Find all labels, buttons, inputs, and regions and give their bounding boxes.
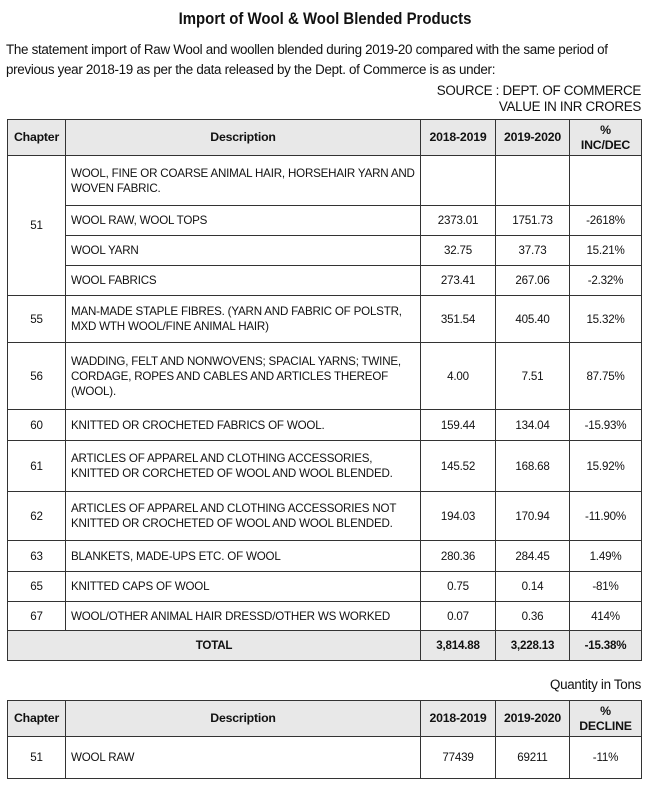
cell-description: KNITTED OR CROCHETED FABRICS OF WOOL. [65, 409, 421, 441]
cell-2019-2020: 1751.73 [495, 205, 570, 236]
table-row: WOOL RAW, WOOL TOPS 2373.01 1751.73 -261… [8, 205, 642, 236]
cell-pct: -11% [569, 736, 642, 779]
total-2018-2019: 3,814.88 [420, 630, 496, 661]
header-chapter: Chapter [7, 119, 66, 156]
cell-2018-2019: 77439 [420, 736, 496, 779]
cell-chapter: 61 [7, 440, 66, 492]
header-2018-2019: 2018-2019 [420, 119, 496, 156]
cell-description: WOOL YARN [65, 235, 421, 266]
unit-note: VALUE IN INR CRORES [498, 99, 641, 114]
cell-2018-2019: 273.41 [420, 265, 496, 296]
cell-description: WOOL/OTHER ANIMAL HAIR DRESSD/OTHER WS W… [65, 601, 421, 631]
cell-2018-2019: 351.54 [420, 295, 496, 343]
cell-2019-2020: 69211 [495, 736, 570, 779]
table-row: 51 WOOL RAW 77439 69211 -11% [7, 736, 642, 779]
cell-2018-2019: 0.07 [420, 601, 496, 631]
cell-2019-2020: 284.45 [495, 540, 570, 572]
cell-pct: 15.92% [569, 440, 642, 492]
cell-pct: -2618% [569, 205, 642, 236]
cell-2019-2020: 168.68 [495, 440, 570, 492]
cell-pct: 414% [569, 601, 642, 631]
cell-description: BLANKETS, MADE-UPS ETC. OF WOOL [65, 540, 421, 572]
header-description: Description [65, 119, 421, 156]
cell-chapter: 55 [7, 295, 66, 343]
cell-pct: -11.90% [569, 491, 642, 541]
cell-pct: -81% [569, 571, 642, 602]
total-row: TOTAL 3,814.88 3,228.13 -15.38% [7, 630, 642, 661]
cell-pct: -15.93% [569, 409, 642, 441]
total-label: TOTAL [7, 630, 421, 661]
header-description: Description [65, 700, 421, 737]
cell-2019-2020: 405.40 [495, 295, 570, 343]
total-2019-2020: 3,228.13 [495, 630, 570, 661]
cell-2018-2019: 194.03 [420, 491, 496, 541]
cell-chapter: 51 [7, 155, 66, 296]
cell-2018-2019 [420, 155, 496, 206]
cell-description: WOOL RAW [65, 736, 421, 779]
cell-chapter: 62 [7, 491, 66, 541]
cell-description: KNITTED CAPS OF WOOL [65, 571, 421, 602]
header-chapter: Chapter [7, 700, 66, 737]
table-row: 62 ARTICLES OF APPAREL AND CLOTHING ACCES… [7, 491, 642, 541]
cell-description: ARTICLES OF APPAREL AND CLOTHING ACCESSO… [65, 491, 421, 541]
cell-description: WOOL, FINE OR COARSE ANIMAL HAIR, HORSEH… [65, 155, 421, 206]
header-pct: % DECLINE [569, 700, 642, 737]
table-row: 67 WOOL/OTHER ANIMAL HAIR DRESSD/OTHER WS… [7, 601, 642, 631]
table-row: 60 KNITTED OR CROCHETED FABRICS OF WOOL. … [7, 409, 642, 441]
header-2019-2020: 2019-2020 [495, 700, 570, 737]
table-row: 61 ARTICLES OF APPAREL AND CLOTHING ACCES… [7, 440, 642, 492]
cell-2019-2020: 7.51 [495, 342, 570, 410]
cell-pct [569, 155, 642, 206]
cell-description: WOOL RAW, WOOL TOPS [65, 205, 421, 236]
intro-text: The statement import of Raw Wool and woo… [6, 42, 608, 77]
cell-chapter: 63 [7, 540, 66, 572]
cell-2019-2020: 0.14 [495, 571, 570, 602]
table-row: 55 MAN-MADE STAPLE FIBRES. (YARN AND FABR… [7, 295, 642, 343]
total-pct: -15.38% [569, 630, 642, 661]
table-row: 56 WADDING, FELT AND NONWOVENS; SPACIAL Y… [7, 342, 642, 410]
cell-description: WADDING, FELT AND NONWOVENS; SPACIAL YAR… [65, 342, 421, 410]
cell-chapter: 56 [7, 342, 66, 410]
table-row: 51 WOOL, FINE OR COARSE ANIMAL HAIR, HORS… [7, 155, 642, 296]
cell-2019-2020: 267.06 [495, 265, 570, 296]
cell-pct: 1.49% [569, 540, 642, 572]
cell-2019-2020: 170.94 [495, 491, 570, 541]
cell-2018-2019: 280.36 [420, 540, 496, 572]
cell-pct: 87.75% [569, 342, 642, 410]
cell-pct: -2.32% [569, 265, 642, 296]
cell-2018-2019: 4.00 [420, 342, 496, 410]
cell-2019-2020: 134.04 [495, 409, 570, 441]
cell-2018-2019: 159.44 [420, 409, 496, 441]
cell-2018-2019: 0.75 [420, 571, 496, 602]
cell-2018-2019: 32.75 [420, 235, 496, 266]
value-table: Chapter Description 2018-2019 2019-2020 … [7, 119, 642, 661]
table-row: WOOL YARN 32.75 37.73 15.21% [8, 235, 642, 266]
cell-pct: 15.21% [569, 235, 642, 266]
cell-chapter: 65 [7, 571, 66, 602]
source-note: SOURCE : DEPT. OF COMMERCE [436, 83, 642, 98]
table-row: 65 KNITTED CAPS OF WOOL 0.75 0.14 -81% [7, 571, 642, 602]
cell-description: ARTICLES OF APPAREL AND CLOTHING ACCESSO… [65, 440, 421, 492]
cell-2018-2019: 145.52 [420, 440, 496, 492]
table-row: WOOL FABRICS 273.41 267.06 -2.32% [8, 265, 642, 296]
cell-pct: 15.32% [569, 295, 642, 343]
quantity-note: Quantity in Tons [550, 677, 641, 692]
cell-2019-2020: 37.73 [495, 235, 570, 266]
quantity-table: Chapter Description 2018-2019 2019-2020 … [7, 700, 642, 779]
cell-description: MAN-MADE STAPLE FIBRES. (YARN AND FABRIC… [65, 295, 421, 343]
cell-2019-2020 [495, 155, 570, 206]
cell-chapter: 60 [7, 409, 66, 441]
cell-chapter: 67 [7, 601, 66, 631]
header-2019-2020: 2019-2020 [495, 119, 570, 156]
table-row: 63 BLANKETS, MADE-UPS ETC. OF WOOL 280.36… [7, 540, 642, 572]
cell-chapter: 51 [7, 736, 66, 779]
header-2018-2019: 2018-2019 [420, 700, 496, 737]
cell-2019-2020: 0.36 [495, 601, 570, 631]
header-pct: % INC/DEC [569, 119, 642, 156]
cell-2018-2019: 2373.01 [420, 205, 496, 236]
page-title: Import of Wool & Wool Blended Products [178, 9, 472, 28]
cell-description: WOOL FABRICS [65, 265, 421, 296]
